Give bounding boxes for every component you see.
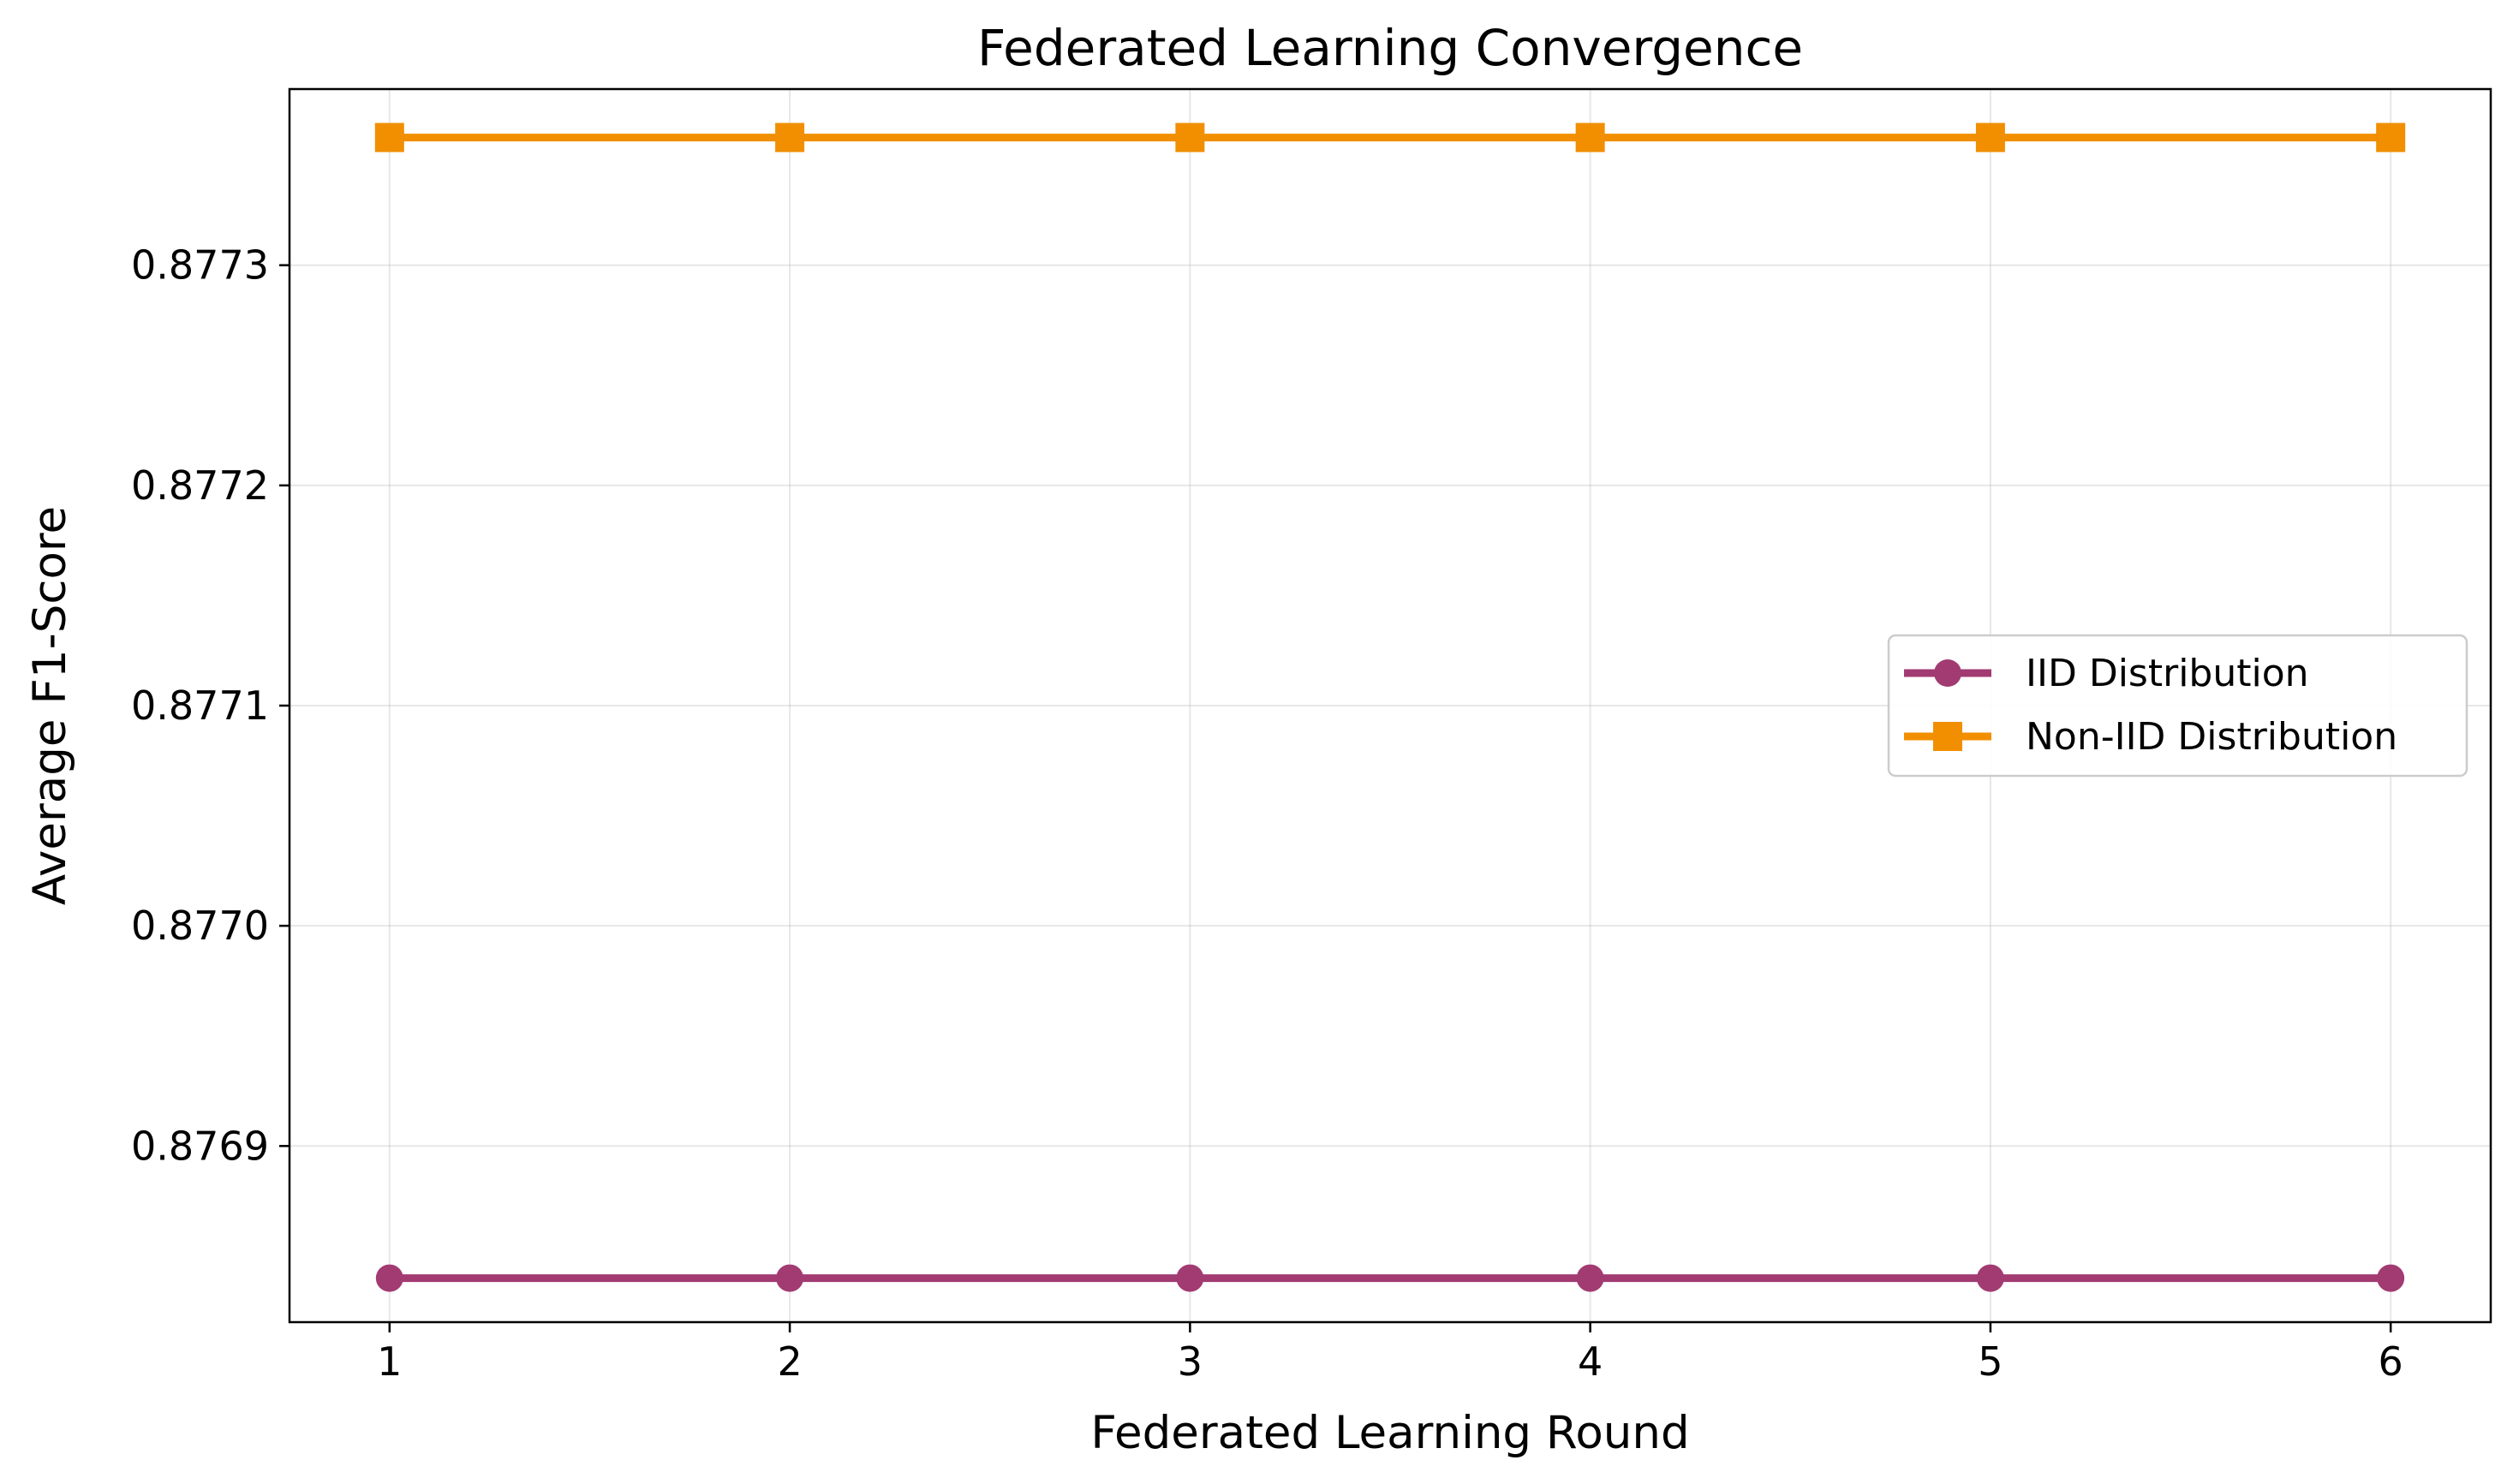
y-tick-label: 0.8771 — [131, 682, 269, 729]
data-point-non-iid-distribution — [775, 122, 805, 152]
legend-swatch-marker — [1934, 659, 1961, 687]
data-point-non-iid-distribution — [2376, 122, 2406, 152]
y-tick-label: 0.8770 — [131, 903, 269, 949]
x-tick-label: 1 — [377, 1338, 402, 1385]
legend: IID Distribution Non-IID Distribution — [1887, 634, 2468, 778]
x-tick-label: 6 — [2379, 1338, 2403, 1385]
x-tick-label: 4 — [1578, 1338, 1603, 1385]
legend-box — [1887, 634, 2468, 778]
x-tick-label: 3 — [1178, 1338, 1203, 1385]
x-tick-label: 2 — [777, 1338, 802, 1385]
data-point-non-iid-distribution — [1975, 122, 2005, 152]
y-axis-title: Average F1-Score — [24, 506, 76, 905]
data-point-iid-distribution — [1176, 1264, 1204, 1292]
legend-label: IID Distribution — [2026, 652, 2309, 695]
y-tick-label: 0.8773 — [131, 242, 269, 289]
data-point-non-iid-distribution — [1175, 122, 1205, 152]
x-axis: 1 2 3 4 5 6 — [377, 1322, 2403, 1385]
data-point-non-iid-distribution — [1575, 122, 1605, 152]
grid — [290, 89, 2491, 1322]
legend-entry-non-iid-distribution: Non-IID Distribution — [1904, 715, 2397, 759]
x-axis-title: Federated Learning Round — [1090, 1407, 1689, 1459]
legend-entry-iid-distribution: IID Distribution — [1904, 652, 2309, 695]
y-axis: 0.8769 0.8770 0.8771 0.8772 0.8773 — [131, 242, 290, 1169]
data-point-non-iid-distribution — [374, 122, 404, 152]
y-tick-label: 0.8769 — [131, 1123, 269, 1169]
series-non-iid-distribution — [374, 122, 2406, 152]
chart-title: Federated Learning Convergence — [977, 19, 1803, 77]
data-point-iid-distribution — [2377, 1264, 2405, 1292]
data-point-iid-distribution — [1976, 1264, 2004, 1292]
data-point-iid-distribution — [1576, 1264, 1604, 1292]
series-iid-distribution — [375, 1264, 2405, 1292]
data-point-iid-distribution — [776, 1264, 804, 1292]
data-point-iid-distribution — [375, 1264, 403, 1292]
series-layer — [374, 122, 2406, 1292]
legend-label: Non-IID Distribution — [2026, 715, 2397, 759]
y-tick-label: 0.8772 — [131, 462, 269, 509]
x-tick-label: 5 — [1978, 1338, 2003, 1385]
legend-swatch-marker — [1933, 722, 1962, 751]
